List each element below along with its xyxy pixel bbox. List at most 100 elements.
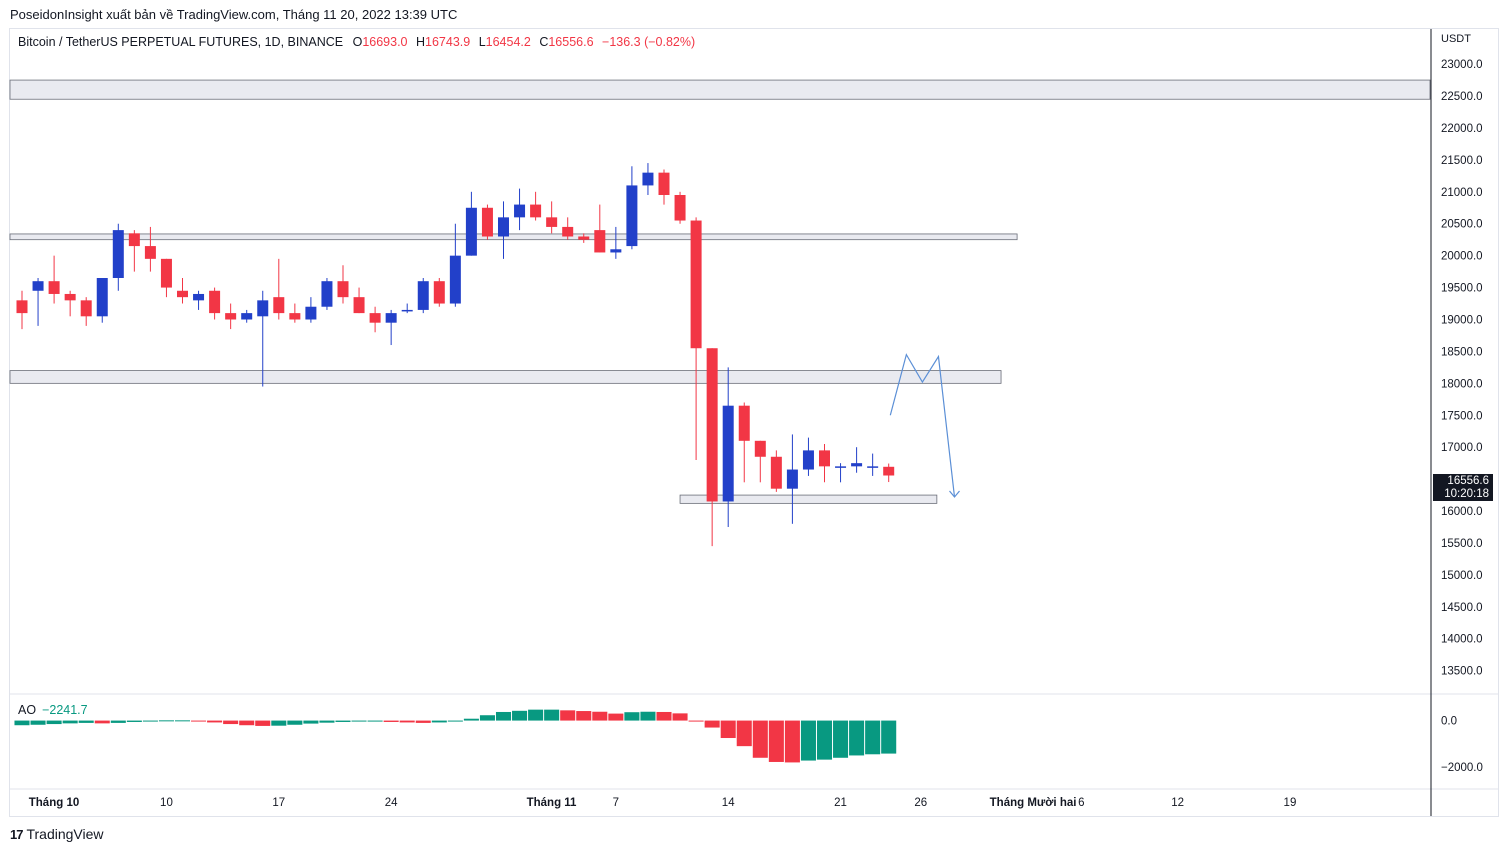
ao-bar: [865, 720, 881, 755]
projection-path: [889, 353, 956, 498]
pane-separators: [10, 29, 1498, 816]
time-tick-label: 19: [1284, 797, 1297, 809]
ao-bar: [768, 720, 784, 762]
candle-body: [209, 290, 221, 314]
ao-bar: [319, 720, 335, 723]
candle-body: [578, 236, 590, 240]
ao-bar: [30, 720, 46, 725]
ao-bar: [752, 720, 768, 758]
ao-bar: [207, 720, 223, 723]
zone-0: [9, 79, 1431, 100]
projection-drawing[interactable]: [889, 353, 960, 498]
ao-bar: [223, 720, 239, 725]
time-tick-label: 7: [613, 797, 619, 809]
candle-body: [867, 466, 879, 468]
ao-bar: [191, 720, 207, 722]
ao-histogram[interactable]: [14, 709, 897, 763]
ohlc-close: C16556.6: [539, 35, 594, 49]
candle-body: [465, 207, 477, 256]
ao-bar: [383, 720, 399, 722]
symbol-name: Bitcoin / TetherUS PERPETUAL FUTURES, 1D…: [18, 35, 344, 49]
last-price-value: 16556.6: [1447, 475, 1489, 487]
ao-bar: [303, 720, 319, 724]
price-tick-label: 22000.0: [1441, 123, 1483, 135]
ao-bar: [736, 720, 752, 747]
ao-bar: [720, 720, 736, 739]
price-tick-label: 20500.0: [1441, 219, 1483, 231]
ao-bar: [399, 720, 415, 723]
candle-body: [481, 207, 493, 237]
price-tick-label: 18000.0: [1441, 378, 1483, 390]
candle-body: [305, 306, 317, 320]
time-tick-label: Tháng 11: [527, 797, 577, 809]
candle-body: [80, 300, 92, 317]
ao-legend[interactable]: AO −2241.7: [18, 703, 88, 717]
candle-body: [96, 278, 108, 317]
tradingview-brand[interactable]: 17 TradingView: [10, 826, 104, 842]
currency-label[interactable]: USDT: [1441, 33, 1471, 45]
symbol-legend[interactable]: Bitcoin / TetherUS PERPETUAL FUTURES, 1D…: [18, 35, 695, 49]
candle-body: [562, 226, 574, 237]
price-tick-label: 14500.0: [1441, 602, 1483, 614]
price-tick-label: 21500.0: [1441, 155, 1483, 167]
time-axis[interactable]: Tháng 10 10 17 24 Tháng 11 7 14 21 26 Tháng Mười …: [29, 797, 1297, 809]
candle-body: [433, 281, 445, 304]
candle-body: [417, 281, 429, 310]
candle-body: [353, 297, 365, 314]
price-tick-label: 17000.0: [1441, 442, 1483, 454]
projection-arrowhead: [949, 490, 960, 498]
price-tick-label: 15000.0: [1441, 570, 1483, 582]
candle-body: [658, 172, 670, 195]
ao-tick-label: 0.0: [1441, 716, 1457, 728]
price-tick-label: 14000.0: [1441, 634, 1483, 646]
ao-bar: [271, 720, 287, 726]
ao-bar: [14, 720, 30, 726]
candle-body: [112, 230, 124, 278]
candle-body: [48, 281, 60, 294]
ao-bar: [431, 720, 447, 723]
ao-bar: [544, 709, 560, 721]
candle-body: [144, 246, 156, 259]
candle-body: [690, 220, 702, 349]
ao-bar: [688, 720, 704, 722]
candle-body: [193, 293, 205, 301]
bar-countdown: 10:20:18: [1444, 488, 1489, 500]
candle-body: [786, 469, 798, 489]
time-tick-label: 6: [1078, 797, 1084, 809]
brand-name: TradingView: [26, 826, 104, 842]
candle-body: [770, 456, 782, 489]
ohlc-low: L16454.2: [478, 35, 531, 49]
candle-body: [401, 309, 413, 312]
candle-body: [160, 258, 172, 288]
price-axis[interactable]: 13500.0 14000.0 14500.0 15000.0 15500.0 16000…: [1441, 59, 1483, 678]
price-tick-label: 20000.0: [1441, 251, 1483, 263]
candle-body: [337, 281, 349, 298]
ao-bar: [608, 713, 624, 721]
candle-body: [64, 293, 76, 301]
price-change: −136.3 (−0.82%): [602, 35, 696, 49]
price-tick-label: 13500.0: [1441, 666, 1483, 678]
candle-body: [177, 290, 188, 298]
candlestick-series[interactable]: [16, 163, 895, 547]
candle-body: [32, 281, 44, 291]
candle-body: [514, 204, 526, 218]
ao-bar: [415, 720, 431, 723]
ao-bar: [800, 720, 816, 761]
ao-bar: [239, 720, 255, 726]
candle-body: [273, 297, 285, 314]
tradingview-logo-icon: 17: [10, 826, 24, 842]
ao-bar: [656, 711, 672, 721]
ao-bar: [62, 720, 78, 724]
ao-bar: [335, 720, 351, 722]
candle-body: [610, 249, 622, 253]
ao-bar: [560, 710, 576, 721]
ao-bar: [704, 720, 720, 728]
zone-1: [9, 233, 1018, 241]
support-resistance-zones[interactable]: [9, 79, 1431, 504]
ao-name: AO: [18, 703, 37, 717]
time-tick-label: 10: [160, 797, 173, 809]
ao-bar: [287, 720, 303, 725]
candle-body: [819, 450, 830, 467]
candle-body: [321, 281, 333, 307]
